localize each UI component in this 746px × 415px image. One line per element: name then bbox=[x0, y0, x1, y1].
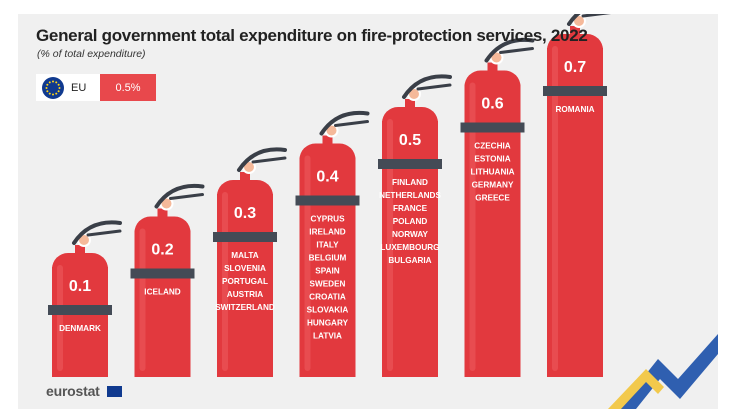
extinguisher-band bbox=[213, 232, 277, 242]
extinguisher-bar: 0.2 ICELAND bbox=[130, 183, 205, 377]
country-label: SPAIN bbox=[315, 267, 340, 276]
hose-icon bbox=[237, 147, 287, 172]
extinguisher-bars: 0.1 DENMARK 0.2 ICELAND 0.3 MALTA SLOVENIA PORT… bbox=[48, 14, 612, 377]
country-label: BELGIUM bbox=[309, 254, 347, 263]
country-label: FRANCE bbox=[393, 204, 428, 213]
country-label: FINLAND bbox=[392, 178, 428, 187]
country-label: CYPRUS bbox=[310, 215, 345, 224]
country-label: BULGARIA bbox=[388, 256, 431, 265]
value-label: 0.2 bbox=[151, 242, 173, 259]
country-label: AUSTRIA bbox=[227, 290, 263, 299]
country-label: CZECHIA bbox=[474, 142, 510, 151]
eu-label: EU bbox=[71, 81, 87, 94]
value-label: 0.7 bbox=[564, 59, 586, 76]
extinguisher-band bbox=[48, 305, 112, 315]
extinguisher-band bbox=[295, 195, 360, 206]
extinguisher-band bbox=[460, 122, 525, 133]
country-label: LITHUANIA bbox=[470, 168, 514, 177]
hose-icon bbox=[402, 74, 452, 99]
hose-icon bbox=[319, 110, 370, 136]
hose-icon bbox=[484, 37, 535, 63]
chart-frame: 0.1 DENMARK 0.2 ICELAND 0.3 MALTA SLOVENIA PORT… bbox=[18, 14, 718, 409]
country-label: MALTA bbox=[231, 251, 259, 260]
country-label: HUNGARY bbox=[307, 319, 349, 328]
extinguisher-band bbox=[130, 268, 195, 279]
hose-icon bbox=[154, 183, 205, 209]
country-label: ROMANIA bbox=[555, 105, 594, 114]
decorative-chevrons bbox=[608, 334, 718, 409]
eu-flag-icon bbox=[42, 76, 64, 99]
country-label: SLOVAKIA bbox=[307, 306, 349, 315]
country-label: DENMARK bbox=[59, 324, 101, 333]
extinguisher-bar: 0.6 CZECHIA ESTONIA LITHUANIA GERMANY GREECE bbox=[460, 37, 535, 377]
chart-subtitle: (% of total expenditure) bbox=[37, 48, 146, 60]
eu-value: 0.5% bbox=[100, 74, 156, 101]
eurostat-logo: eurostat bbox=[46, 383, 100, 399]
chart-title: General government total expenditure on … bbox=[36, 26, 588, 45]
country-label: LATVIA bbox=[313, 332, 342, 341]
country-label: NORWAY bbox=[392, 230, 428, 239]
country-label: ITALY bbox=[316, 241, 339, 250]
extinguisher-bar: 0.1 DENMARK bbox=[48, 220, 122, 377]
extinguisher-bar: 0.7 ROMANIA bbox=[543, 14, 612, 377]
chevron-yellow-icon bbox=[608, 369, 664, 409]
country-label: ESTONIA bbox=[474, 155, 510, 164]
country-label: PORTUGAL bbox=[222, 277, 268, 286]
country-label: SWITZERLAND bbox=[215, 303, 275, 312]
value-label: 0.6 bbox=[481, 96, 503, 113]
extinguisher-band bbox=[378, 159, 442, 169]
country-label: POLAND bbox=[393, 217, 428, 226]
country-label: NETHERLANDS bbox=[379, 191, 441, 200]
country-label: SWEDEN bbox=[310, 280, 346, 289]
country-label: LUXEMBOURG bbox=[380, 243, 439, 252]
country-label: ICELAND bbox=[144, 288, 180, 297]
extinguisher-bar: 0.5 FINLAND NETHERLANDS FRANCE POLAND NORWAY L… bbox=[378, 74, 452, 377]
extinguisher-bar: 0.3 MALTA SLOVENIA PORTUGAL AUSTRIA SWITZERLA… bbox=[213, 147, 287, 377]
country-label: GREECE bbox=[475, 194, 510, 203]
country-label: CROATIA bbox=[309, 293, 346, 302]
eu-reference-badge: EU 0.5% bbox=[36, 74, 156, 101]
value-label: 0.1 bbox=[69, 278, 91, 295]
country-label: GERMANY bbox=[472, 181, 514, 190]
value-label: 0.5 bbox=[399, 132, 421, 149]
chart-canvas: 0.1 DENMARK 0.2 ICELAND 0.3 MALTA SLOVENIA PORT… bbox=[48, 14, 718, 409]
hose-icon bbox=[567, 14, 581, 26]
extinguisher-band bbox=[543, 86, 607, 96]
value-label: 0.3 bbox=[234, 205, 256, 222]
country-label: IRELAND bbox=[309, 228, 345, 237]
extinguisher-bar: 0.4 CYPRUS IRELAND ITALY BELGIUM SPAIN SWEDEN C… bbox=[295, 110, 370, 377]
chevron-blue-icon bbox=[618, 334, 718, 409]
hose-icon bbox=[72, 220, 122, 245]
eu-flag-small-icon bbox=[107, 386, 122, 397]
value-label: 0.4 bbox=[316, 169, 338, 186]
country-label: SLOVENIA bbox=[224, 264, 266, 273]
